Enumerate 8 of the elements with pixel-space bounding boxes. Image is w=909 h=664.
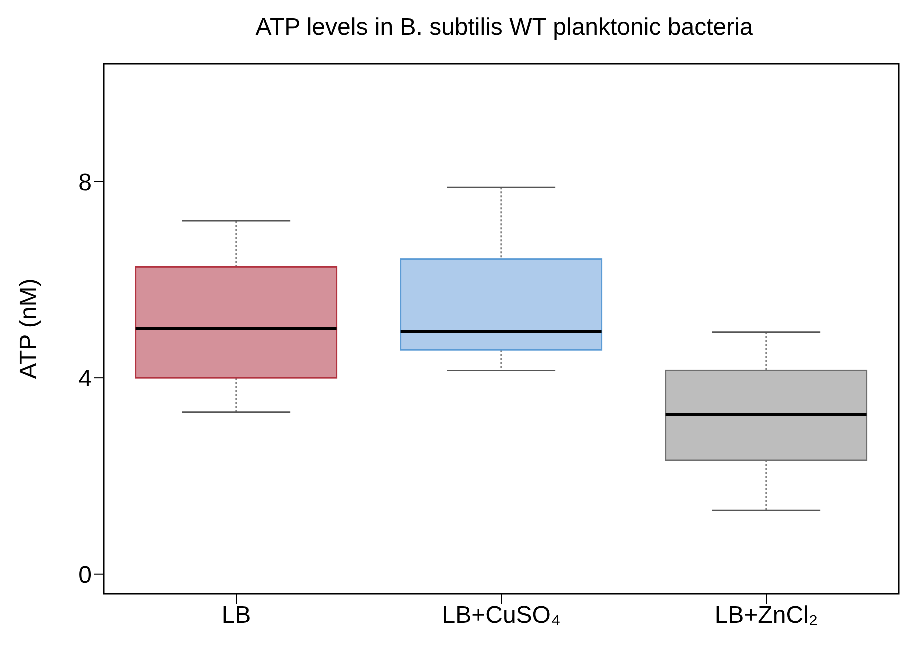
y-tick-label: 8 — [78, 169, 92, 196]
y-axis-title: ATP (nM) — [16, 278, 43, 380]
y-tick-label: 4 — [78, 366, 92, 393]
x-tick-label: LB — [222, 602, 252, 630]
x-tick-label: LB+CuSO₄ — [442, 602, 561, 630]
y-tick-label: 0 — [78, 562, 92, 589]
x-tick-label: LB+ZnCl₂ — [714, 602, 818, 630]
chart-title: ATP levels in B. subtilis WT planktonic bacteria — [254, 14, 754, 43]
